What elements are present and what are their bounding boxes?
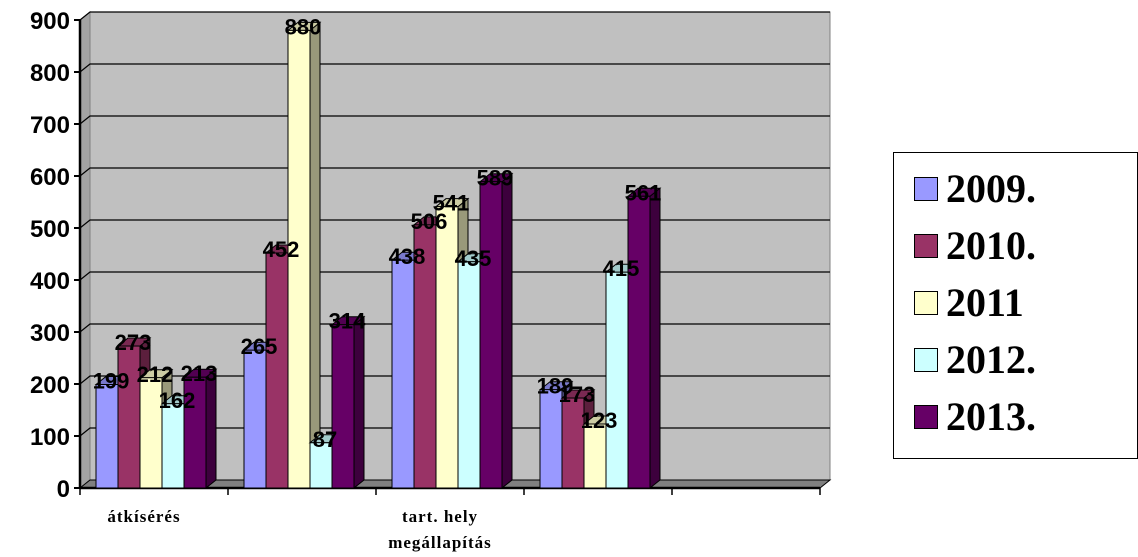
data-label: 123 [581, 408, 618, 433]
y-tick-label: 800 [30, 60, 70, 87]
gridline [79, 323, 830, 333]
data-label: 273 [115, 330, 152, 355]
bar-front [161, 403, 185, 489]
bar-side [649, 187, 661, 490]
y-axis-ticks: 0 100 200 300 400 500 600 700 800 900 [30, 8, 70, 503]
bar-side [353, 315, 365, 490]
y-tick-label: 100 [30, 424, 70, 451]
bar [182, 368, 218, 490]
bars [94, 21, 662, 490]
y-tick-label: 900 [30, 8, 70, 35]
data-label: 438 [389, 244, 426, 269]
x-axis-category-labels: átkísérés tart. hely megállapítás [107, 507, 492, 552]
bar-side [205, 368, 217, 490]
legend: 2009. 2010. 2011 2012. 2013. [893, 152, 1138, 459]
data-label: 162 [159, 388, 196, 413]
gridline [79, 167, 830, 177]
legend-label: 2012. [946, 337, 1036, 382]
data-label: 213 [181, 361, 218, 386]
legend-label: 2013. [946, 394, 1036, 439]
side-wall [79, 10, 91, 490]
y-tick-label: 0 [57, 476, 70, 503]
gridline [79, 63, 830, 73]
bar-front [479, 181, 503, 489]
bar-front [391, 259, 415, 489]
bar [626, 187, 662, 490]
gridline [79, 11, 830, 21]
bar-front [265, 252, 289, 489]
y-tick-label: 300 [30, 320, 70, 347]
data-label: 506 [411, 209, 448, 234]
bar [478, 172, 514, 490]
bar [330, 315, 366, 490]
data-label: 561 [625, 180, 662, 205]
legend-swatch [914, 177, 938, 201]
legend-label: 2009. [946, 166, 1036, 211]
gridline [79, 375, 830, 385]
legend-item: 2010. [914, 226, 1036, 266]
bar-front [583, 423, 607, 489]
data-label: 87 [313, 427, 337, 452]
bar-front [95, 384, 119, 489]
bar-front [457, 261, 481, 489]
data-label: 415 [603, 256, 640, 281]
legend-swatch [914, 234, 938, 258]
bar-front [183, 376, 207, 489]
category-label: megállapítás [388, 533, 492, 552]
data-label: 589 [477, 166, 514, 191]
y-tick-label: 400 [30, 268, 70, 295]
legend-label: 2010. [946, 223, 1036, 268]
data-label: 435 [455, 246, 492, 271]
legend-item: 2009. [914, 169, 1036, 209]
legend-swatch [914, 348, 938, 372]
data-label: 314 [329, 309, 366, 334]
legend-item: 2012. [914, 340, 1036, 380]
bar-front [605, 271, 629, 489]
bar-front [243, 349, 267, 489]
data-label: 452 [263, 237, 300, 262]
data-label: 541 [433, 191, 470, 216]
y-tick-label: 600 [30, 164, 70, 191]
category-label: tart. hely [402, 507, 478, 526]
data-label: 173 [559, 382, 596, 407]
bar-front [331, 324, 355, 489]
legend-item: 2013. [914, 397, 1036, 437]
bar-front [287, 29, 311, 489]
legend-swatch [914, 405, 938, 429]
gridline [79, 115, 830, 125]
y-tick-label: 700 [30, 112, 70, 139]
data-label: 880 [285, 14, 322, 39]
data-label: 189 [537, 374, 574, 399]
legend-label: 2011 [946, 280, 1024, 325]
gridlines [79, 11, 830, 437]
bar [286, 21, 322, 490]
legend-item: 2011 [914, 283, 1024, 323]
bar-front [627, 195, 651, 489]
gridline [79, 271, 830, 281]
bar-side [501, 172, 513, 490]
y-tick-label: 200 [30, 372, 70, 399]
data-label: 199 [93, 369, 130, 394]
category-label: átkísérés [107, 507, 180, 526]
legend-swatch [914, 291, 938, 315]
data-label: 265 [241, 334, 278, 359]
gridline [79, 219, 830, 229]
y-tick-label: 500 [30, 216, 70, 243]
data-label: 212 [137, 362, 174, 387]
bar-side [309, 21, 321, 490]
